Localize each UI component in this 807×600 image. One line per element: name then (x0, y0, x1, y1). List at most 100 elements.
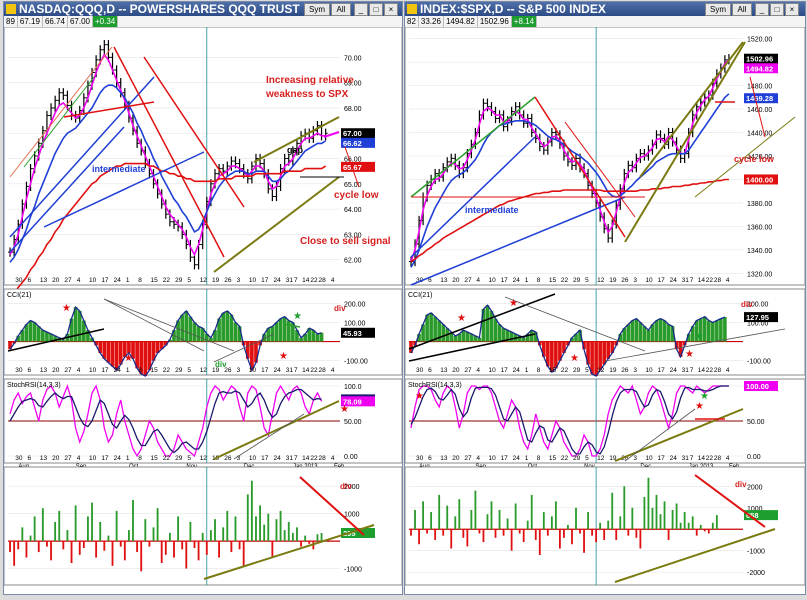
spx-title-bar[interactable]: INDEX:$SPX,D -- S&P 500 INDEX Sym All _ … (405, 2, 805, 16)
close-icon[interactable]: × (785, 3, 799, 16)
value-tag: 78.09 (341, 396, 375, 407)
x-tick-label: 20 (52, 455, 60, 462)
x-tick-label: 22 (310, 367, 318, 374)
value-tag-box (744, 312, 778, 323)
x-tick-label: 22 (310, 455, 318, 462)
quote-close: 1502.96 (478, 16, 512, 27)
x-tick-label: 22 (561, 455, 569, 462)
quote-close: 67.00 (68, 16, 93, 27)
x-tick-label: 1 (126, 277, 130, 284)
price-bar (529, 113, 534, 138)
x-tick-label: 10 (249, 455, 257, 462)
value-tag-box (744, 93, 778, 104)
x-tick-label: 29 (573, 277, 581, 284)
x-tick-label: 22 (706, 277, 714, 284)
y-tick-label: 63.00 (344, 232, 362, 239)
star-marker: ★ (124, 353, 133, 364)
trendline (534, 96, 626, 238)
x-tick-label: 27 (64, 455, 72, 462)
quote-low: 1494.82 (444, 16, 478, 27)
value-tag: 1400.00 (744, 174, 778, 185)
x-tick-label: 4 (476, 367, 480, 374)
x-tick-label: 26 (621, 277, 629, 284)
spx-all-button[interactable]: All (732, 3, 752, 16)
value-tag-box (744, 510, 778, 521)
y-tick-label: -2000 (747, 570, 765, 577)
x-tick-label: 13 (40, 367, 48, 374)
x-tick-label: 12 (200, 367, 208, 374)
qqq-chart-window[interactable]: NASDAQ:QQQ,D -- POWERSHARES QQQ TRUST Sy… (3, 1, 403, 595)
x-tick-label: 14 (698, 455, 706, 462)
spx-chart-window[interactable]: INDEX:$SPX,D -- S&P 500 INDEX Sym All _ … (404, 1, 806, 595)
qqq-sym-button[interactable]: Sym (304, 3, 330, 16)
x-tick-label: 22 (706, 455, 714, 462)
x-tick-label: 8 (138, 367, 142, 374)
star-marker: ★ (279, 351, 288, 362)
value-tag-text: 658 (746, 511, 759, 520)
value-tag: 127.95 (744, 312, 778, 323)
close-icon[interactable]: × (384, 3, 398, 16)
x-tick-label: 7 (294, 455, 298, 462)
y-tick-label: 1000 (747, 506, 763, 513)
minimize-icon[interactable]: _ (755, 3, 769, 16)
x-tick-label: 6 (28, 277, 32, 284)
quote-volume: 82 (405, 16, 419, 27)
x-tick-label: 4 (331, 367, 335, 374)
value-tag: 67.00 (341, 128, 375, 139)
x-tick-label: 26 (224, 367, 232, 374)
minimize-icon[interactable]: _ (354, 3, 368, 16)
qqq-title-bar[interactable]: NASDAQ:QQQ,D -- POWERSHARES QQQ TRUST Sy… (4, 2, 402, 16)
value-tag-box (341, 396, 375, 407)
star-marker: ★ (695, 401, 704, 412)
value-tag-text: 1469.28 (746, 94, 773, 103)
trendline (408, 333, 536, 362)
trendline (43, 151, 205, 228)
x-tick-label: 10 (645, 367, 653, 374)
trendline (23, 76, 95, 168)
x-tick-label: 10 (488, 277, 496, 284)
trendline (299, 476, 365, 536)
y-tick-label: 70.00 (344, 55, 362, 62)
x-tick-label: 7 (294, 367, 298, 374)
panel-title: CCI(21) (7, 292, 32, 299)
chart-app-icon (6, 4, 16, 14)
trendline (639, 41, 744, 178)
chart-annotation: div (735, 480, 747, 489)
x-tick-label: 31 (682, 455, 690, 462)
y-tick-label: 50.00 (747, 419, 765, 426)
x-tick-label: 31 (286, 455, 294, 462)
panel-title: CCI(21) (408, 292, 433, 299)
price-bar (61, 88, 66, 100)
y-tick-label: 0.00 (344, 454, 358, 461)
chart-annotation: cycle low (734, 154, 775, 164)
y-tick-label: 2000 (344, 484, 360, 491)
x-tick-label: 29 (175, 367, 183, 374)
qqq-chart-svg[interactable]: 62.00 63.00 64.00 65.00 66.00 67.00 68.00 69.00… (4, 27, 402, 594)
x-tick-label: 8 (537, 367, 541, 374)
moving-average-line (9, 162, 327, 299)
x-tick-label: 24 (273, 367, 281, 374)
moving-average-line (410, 59, 730, 262)
star-marker: ★ (570, 353, 579, 364)
x-tick-label: 31 (682, 277, 690, 284)
x-tick-label: 22 (163, 455, 171, 462)
y-tick-label: 68.00 (344, 106, 362, 113)
x-tick-label: 5 (585, 277, 589, 284)
x-tick-label: 30 (416, 455, 424, 462)
x-tick-label: 22 (163, 277, 171, 284)
x-tick-label: 24 (273, 455, 281, 462)
chart-annotation: div (215, 360, 227, 369)
x-tick-label: 8 (138, 455, 142, 462)
maximize-icon[interactable]: □ (369, 3, 383, 16)
x-tick-label: 24 (114, 455, 122, 462)
trendline (604, 328, 786, 362)
moving-average-line (9, 53, 326, 257)
spx-sym-button[interactable]: Sym (705, 3, 731, 16)
qqq-all-button[interactable]: All (331, 3, 351, 16)
maximize-icon[interactable]: □ (770, 3, 784, 16)
x-tick-label: 29 (573, 367, 581, 374)
y-tick-label: -1000 (747, 549, 765, 556)
x-tick-label: 22 (561, 277, 569, 284)
value-tag: 45.93 (341, 327, 375, 338)
spx-chart-svg[interactable]: 1320.001340.001360.001380.001400.001420.… (405, 27, 805, 594)
